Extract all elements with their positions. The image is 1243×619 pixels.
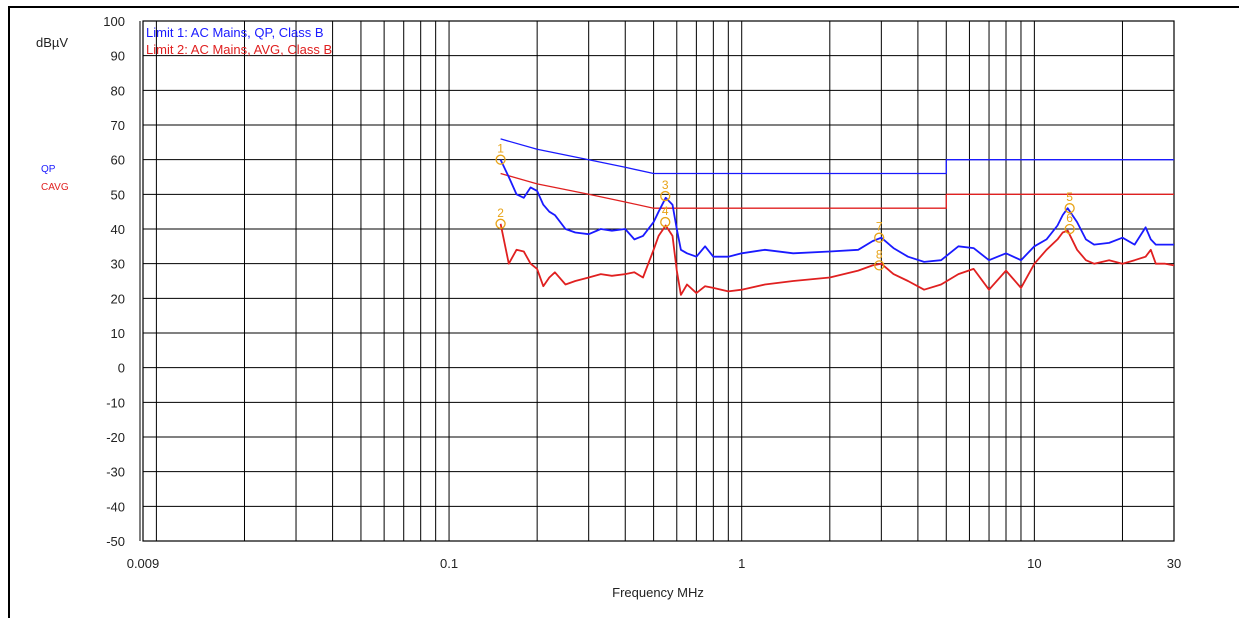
x-tick-label: 0.1 — [440, 556, 458, 571]
marker-circle — [1064, 223, 1075, 235]
marker-circle — [1064, 203, 1075, 214]
side-label-cavg: CAVG — [41, 182, 69, 193]
y-tick-label: -10 — [106, 395, 125, 410]
cavg-trace — [499, 223, 1175, 296]
y-tick-label: 40 — [111, 222, 125, 237]
y-tick-label: 80 — [111, 83, 125, 98]
x-axis-label: Frequency MHz — [612, 585, 704, 600]
y-tick-label: -20 — [106, 430, 125, 445]
series-layer — [499, 138, 1175, 296]
marker-label: 7 — [876, 220, 883, 234]
y-axis-label: dBµV — [36, 35, 68, 50]
x-tick-label: 30 — [1167, 556, 1181, 571]
marker-label: 4 — [662, 204, 669, 218]
marker-circle — [660, 190, 671, 202]
y-tick-label: 30 — [111, 257, 125, 272]
y-tick-label: -30 — [106, 465, 125, 480]
y-tick-label: 70 — [111, 118, 125, 133]
marker-circle — [495, 218, 506, 229]
limit-1-qp-line — [500, 138, 1174, 175]
axis-layer: 1009080706050403020100-10-20-30-40-500.0… — [103, 14, 1181, 571]
marker-label: 2 — [497, 206, 504, 220]
marker-circle — [874, 260, 885, 271]
y-tick-label: 90 — [111, 49, 125, 64]
marker-label: 8 — [876, 247, 883, 261]
y-tick-label: -50 — [106, 534, 125, 549]
y-tick-label: 10 — [111, 326, 125, 341]
y-tick-label: 0 — [118, 361, 125, 376]
x-tick-label: 1 — [738, 556, 745, 571]
chart-frame — [8, 6, 1239, 618]
legend-limit-2: Limit 2: AC Mains, AVG, Class B — [146, 42, 332, 57]
y-tick-label: 50 — [111, 187, 125, 202]
marker-circle — [874, 232, 885, 243]
marker-circle — [495, 154, 506, 165]
x-tick-label: 0.009 — [127, 556, 160, 571]
y-tick-label: 100 — [103, 14, 125, 29]
marker-label: 6 — [1066, 211, 1073, 225]
marker-label: 3 — [662, 178, 669, 192]
y-tick-label: -40 — [106, 499, 125, 514]
y-tick-label: 60 — [111, 153, 125, 168]
y-tick-label: 20 — [111, 291, 125, 306]
plot-border — [142, 20, 1175, 542]
marker-label: 1 — [497, 142, 504, 156]
legend-limit-1: Limit 1: AC Mains, QP, Class B — [146, 25, 324, 40]
side-label-qp: QP — [41, 164, 56, 175]
marker-layer: 1 2 3 4 7 8 5 6 — [495, 142, 1075, 271]
qp-trace — [499, 159, 1174, 263]
limit-2-avg-line — [500, 172, 1174, 209]
x-tick-label: 10 — [1027, 556, 1041, 571]
marker-circle — [660, 216, 671, 228]
grid — [139, 20, 1175, 542]
marker-label: 5 — [1066, 190, 1073, 204]
